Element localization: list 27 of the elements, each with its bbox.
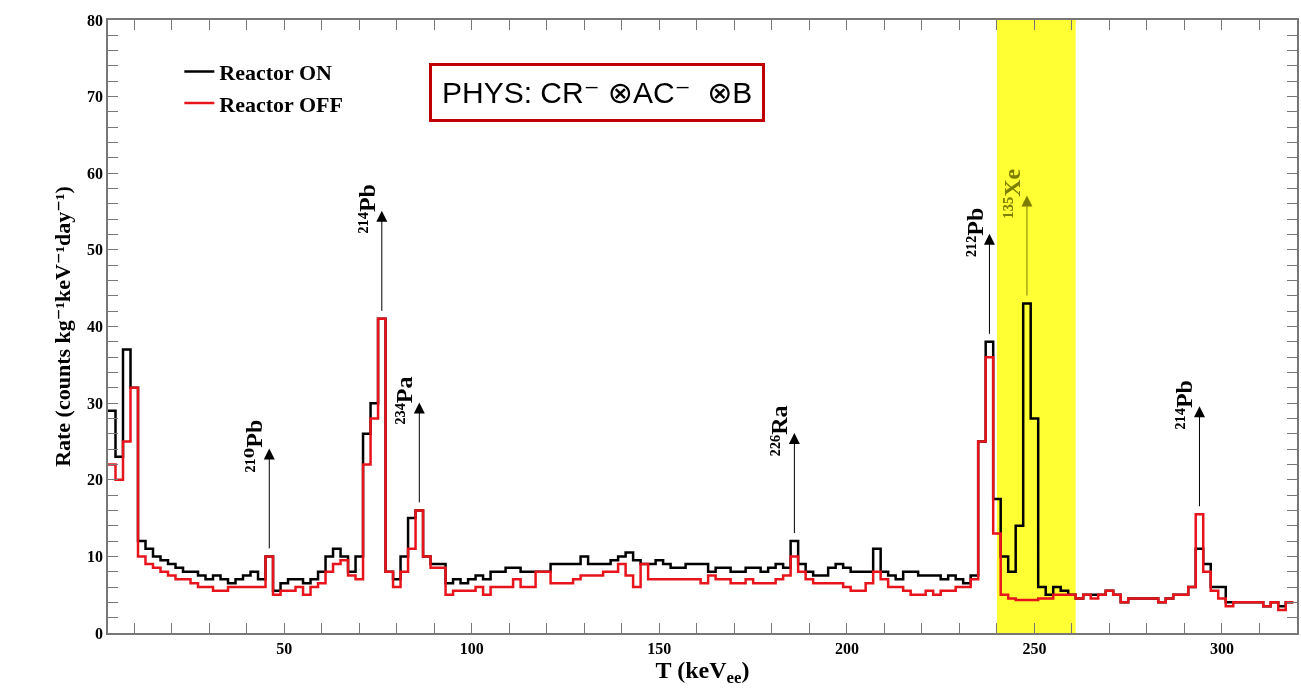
y-tick-label: 20: [87, 471, 104, 489]
annotation: PHYS: CR⁻ ⊗AC⁻ ⊗B: [442, 76, 753, 109]
x-tick-label: 50: [276, 639, 293, 657]
annotation: ²¹⁴Pb: [1171, 380, 1198, 430]
annotation: ²¹⁴Pb: [353, 184, 380, 234]
y-tick-label: 50: [87, 241, 104, 259]
legend-label: Reactor ON: [219, 60, 333, 86]
annotation: ²¹²Pb: [961, 207, 988, 258]
x-tick-label: 300: [1209, 639, 1234, 657]
x-tick-label: 150: [647, 639, 672, 657]
y-tick-label: 80: [87, 11, 104, 29]
y-tick-label: 0: [95, 624, 104, 642]
x-tick-label: 200: [834, 639, 859, 657]
x-tick-label: 250: [1022, 639, 1047, 657]
y-tick-label: 40: [87, 318, 104, 336]
annotation: ¹³⁵Xe: [999, 168, 1026, 219]
annotation: ²¹⁰Pb: [240, 419, 267, 473]
y-tick-label: 30: [87, 394, 104, 412]
annotation: ²³⁴Pa: [390, 376, 417, 425]
y-tick-label: 70: [87, 88, 104, 106]
y-tick-label: 10: [87, 547, 104, 565]
annotation: ²²⁶Ra: [766, 405, 793, 457]
y-axis-title: Rate (counts kg⁻¹keV⁻¹day⁻¹): [50, 186, 76, 467]
x-axis-title: T (keV$_{ee}$): [655, 656, 750, 687]
x-tick-label: 100: [459, 639, 484, 657]
y-tick-label: 60: [87, 164, 104, 182]
legend-label: Reactor OFF: [219, 91, 343, 117]
